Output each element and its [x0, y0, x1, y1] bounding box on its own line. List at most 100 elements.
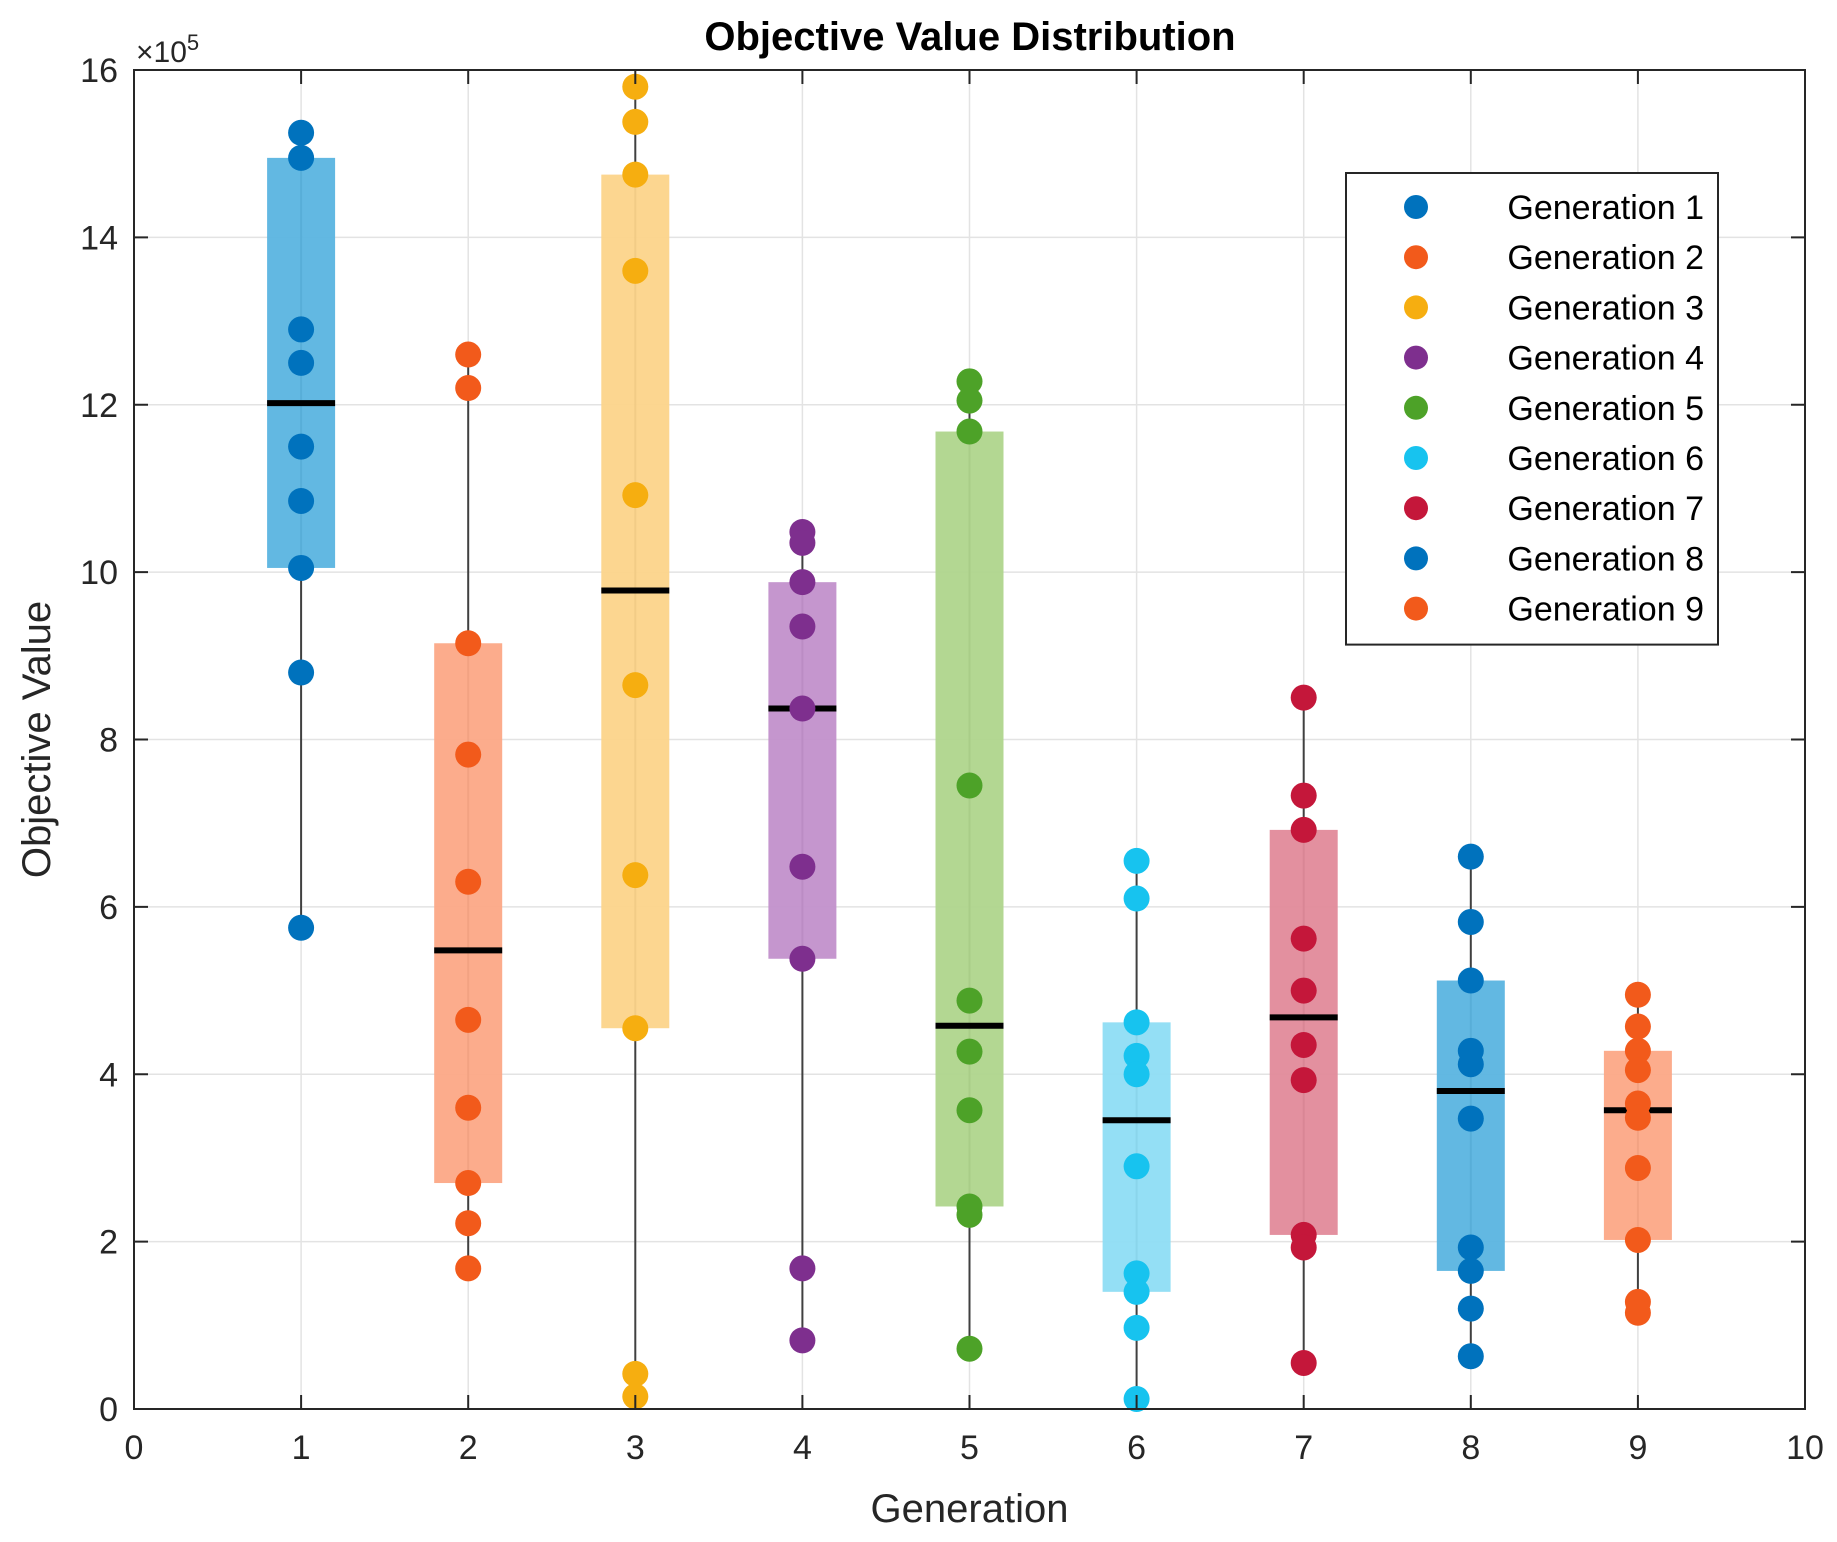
data-point — [1123, 1153, 1150, 1180]
legend-label: Generation 9 — [1507, 591, 1704, 629]
data-point — [1290, 1234, 1317, 1261]
data-point — [1290, 684, 1317, 711]
data-point — [455, 1094, 482, 1121]
legend-marker — [1404, 345, 1428, 370]
legend-marker — [1404, 395, 1428, 420]
box-rect — [434, 643, 503, 1184]
data-point — [789, 695, 816, 722]
data-point — [1123, 1009, 1150, 1036]
x-tick-label: 8 — [1461, 1429, 1480, 1467]
data-point — [1457, 1105, 1484, 1132]
legend-label: Generation 4 — [1507, 340, 1704, 378]
data-point — [622, 672, 649, 699]
data-point — [622, 108, 649, 135]
data-point — [455, 1255, 482, 1282]
chart-title: Objective Value Distribution — [704, 15, 1235, 59]
legend-label: Generation 8 — [1507, 540, 1704, 578]
legend-marker — [1404, 245, 1428, 270]
data-point — [1457, 908, 1484, 935]
data-point — [1123, 1061, 1150, 1088]
data-point — [1457, 1257, 1484, 1284]
y-tick-label: 14 — [80, 219, 118, 257]
data-point — [956, 987, 983, 1014]
data-point — [1290, 782, 1317, 809]
data-point — [1123, 1278, 1150, 1305]
data-point — [1457, 1295, 1484, 1322]
data-point — [1290, 977, 1317, 1004]
legend-marker — [1404, 195, 1428, 219]
data-point — [956, 1038, 983, 1065]
y-tick-label: 4 — [99, 1056, 118, 1094]
data-point — [1290, 1349, 1317, 1376]
data-point — [1624, 1013, 1651, 1040]
y-tick-label: 2 — [99, 1224, 118, 1262]
data-point — [1290, 1031, 1317, 1058]
data-point — [1290, 1067, 1317, 1094]
data-point — [1624, 1057, 1651, 1084]
data-point — [1624, 1299, 1651, 1326]
x-tick-label: 6 — [1127, 1429, 1146, 1467]
data-point — [789, 569, 816, 596]
data-point — [288, 144, 315, 171]
data-point — [789, 1255, 816, 1282]
data-point — [1290, 925, 1317, 952]
x-tick-label: 5 — [960, 1429, 979, 1467]
data-point — [455, 741, 482, 768]
legend-marker — [1404, 546, 1428, 571]
data-point — [288, 554, 315, 581]
data-point — [288, 119, 315, 146]
data-point — [622, 862, 649, 889]
data-point — [1624, 1226, 1651, 1253]
data-point — [956, 1201, 983, 1228]
legend-marker — [1404, 295, 1428, 320]
data-point — [789, 853, 816, 880]
data-point — [455, 1170, 482, 1197]
data-point — [1457, 1051, 1484, 1078]
data-point — [1624, 1104, 1651, 1131]
data-point — [288, 487, 315, 514]
data-point — [622, 1015, 649, 1042]
data-point — [455, 375, 482, 402]
data-point — [1123, 1314, 1150, 1341]
box-rect — [601, 174, 670, 1029]
data-point — [1123, 847, 1150, 874]
data-point — [956, 368, 983, 395]
data-point — [789, 945, 816, 972]
legend-label: Generation 7 — [1507, 490, 1704, 528]
data-point — [1123, 1042, 1150, 1069]
data-point — [455, 630, 482, 657]
x-tick-label: 4 — [793, 1429, 812, 1467]
data-point — [1457, 1234, 1484, 1261]
y-axis-title: Objective Value — [15, 601, 59, 878]
data-point — [956, 1097, 983, 1124]
legend: Generation 1 Generation 2 Generation 3 Gene… — [1345, 172, 1719, 646]
data-point — [789, 529, 816, 556]
box-rect — [935, 431, 1004, 1207]
data-point — [622, 257, 649, 284]
data-point — [1457, 1343, 1484, 1370]
data-point — [288, 349, 315, 376]
x-axis-title: Generation — [871, 1487, 1069, 1531]
data-point — [956, 1335, 983, 1362]
y-axis-multiplier-base: ×10 — [136, 36, 187, 69]
x-tick-label: 3 — [626, 1429, 645, 1467]
legend-label: Generation 6 — [1507, 440, 1704, 478]
data-point — [455, 1210, 482, 1237]
data-point — [622, 1360, 649, 1387]
data-point — [288, 433, 315, 460]
data-point — [1123, 885, 1150, 912]
legend-label: Generation 3 — [1507, 289, 1704, 327]
data-point — [1123, 1260, 1150, 1287]
data-point — [455, 868, 482, 895]
legend-label: Generation 1 — [1507, 189, 1704, 227]
data-point — [288, 316, 315, 343]
x-tick-label: 9 — [1628, 1429, 1647, 1467]
y-axis-multiplier-exponent: 5 — [187, 30, 199, 55]
y-tick-label: 10 — [80, 554, 118, 592]
data-point — [622, 482, 649, 509]
y-tick-label: 8 — [99, 722, 118, 760]
x-tick-label: 10 — [1786, 1429, 1824, 1467]
data-point — [956, 418, 983, 445]
